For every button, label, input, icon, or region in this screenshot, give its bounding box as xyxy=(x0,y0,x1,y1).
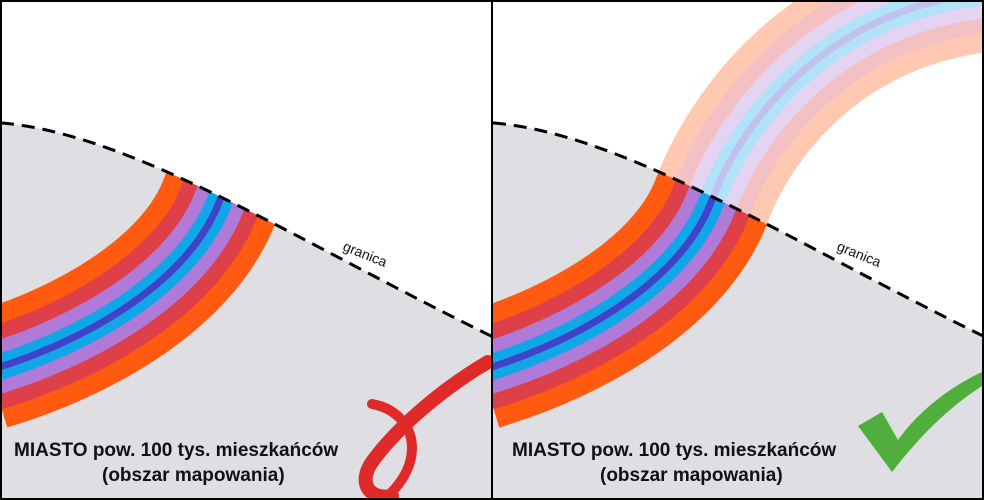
panel-right-frame xyxy=(491,0,984,500)
panel-correct: granica MIASTO pow. 100 tys. mieszkańców… xyxy=(492,0,984,500)
city-border-line xyxy=(492,121,984,339)
city-border-line xyxy=(0,121,492,339)
city-area xyxy=(492,122,984,500)
panel-incorrect: granica MIASTO pow. 100 tys. mieszkańców… xyxy=(0,121,492,500)
cross-icon xyxy=(358,355,492,500)
caption-line-1: MIASTO pow. 100 tys. mieszkańców xyxy=(512,440,836,461)
caption-line-2: (obszar mapowania) xyxy=(102,465,285,486)
caption-line-2: (obszar mapowania) xyxy=(600,465,783,486)
checkmark-icon xyxy=(858,372,982,472)
caption-line-1: MIASTO pow. 100 tys. mieszkańców xyxy=(14,440,338,461)
